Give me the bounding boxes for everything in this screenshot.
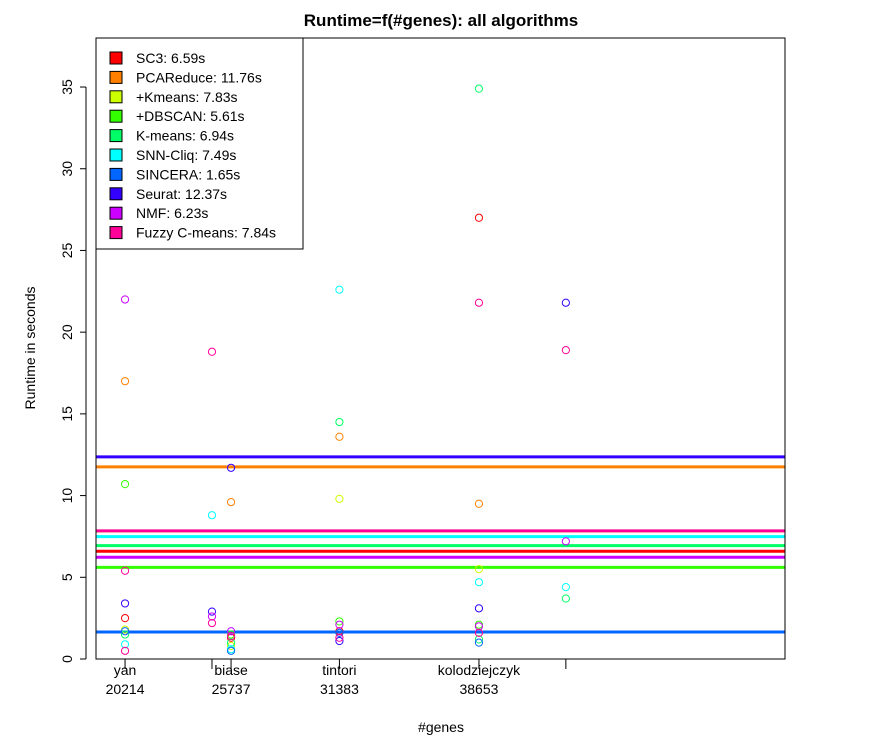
point-9-8 [474, 628, 484, 637]
point-8-4 [474, 622, 484, 631]
legend-label-1: PCAReduce: 11.76s [136, 69, 262, 85]
y-axis-title: Runtime in seconds [22, 287, 38, 410]
legend-label-0: SC3: 6.59s [136, 50, 205, 66]
point-4-0 [120, 630, 130, 639]
point-2-1 [226, 641, 236, 651]
point-9-6 [474, 298, 484, 307]
x-tick-name-0: yan [114, 662, 137, 678]
point-4-4 [561, 594, 570, 603]
point-3-3 [474, 620, 484, 629]
x-tick-genes-3: 38653 [459, 681, 498, 697]
point-4-1 [226, 638, 236, 647]
point-7-3 [335, 636, 344, 646]
x-axis: yan 20214 biase 25737 tintori 31383 kolodziejc… [106, 658, 567, 697]
point-0-3 [474, 213, 484, 222]
point-7-0 [120, 599, 130, 608]
y-tick-label-3: 15 [59, 406, 75, 422]
point-1-2 [335, 432, 344, 441]
point-9-2 [120, 566, 130, 575]
y-tick-label-5: 25 [59, 242, 75, 258]
point-5-3 [335, 285, 344, 294]
point-9-7 [561, 346, 570, 355]
point-1-3 [474, 499, 484, 508]
point-9-5 [335, 633, 344, 642]
legend-swatch-0 [109, 51, 123, 65]
mean-lines [96, 455, 785, 634]
point-3-2 [335, 617, 344, 626]
point-7-5 [561, 298, 570, 307]
point-9-4 [226, 632, 236, 641]
legend-swatch-9 [109, 226, 123, 240]
legend-swatch-5 [109, 148, 123, 162]
x-tick-name-1: biase [214, 662, 248, 678]
point-5-4 [474, 578, 484, 587]
legend-label-7: Seurat: 12.37s [136, 186, 227, 202]
legend-label-6: SINCERA: 1.65s [136, 166, 240, 182]
legend-label-5: SNN-Cliq: 7.49s [136, 147, 236, 163]
legend-label-9: Fuzzy C-means: 7.84s [136, 225, 276, 241]
point-7-4 [474, 604, 484, 613]
point-8-1 [207, 612, 217, 621]
legend-swatch-1 [109, 70, 123, 84]
point-1-0 [120, 377, 130, 386]
point-5-0 [120, 640, 130, 649]
legend-swatch-6 [109, 167, 123, 181]
point-5-5 [561, 582, 570, 592]
point-4-5 [474, 635, 484, 644]
point-8-0 [120, 295, 130, 304]
legend-swatch-3 [109, 109, 123, 123]
point-4-2 [335, 417, 344, 427]
y-tick-label-0: 0 [59, 655, 75, 663]
point-3-0 [120, 480, 130, 489]
point-9-3 [207, 618, 217, 628]
x-tick-name-2: tintori [322, 662, 356, 678]
y-axis: 0 5 10 15 20 25 30 35 [59, 79, 87, 663]
x-tick-genes-0: 20214 [106, 681, 145, 697]
point-6-1 [226, 646, 236, 655]
point-9-0 [120, 646, 130, 655]
legend-label-4: K-means: 6.94s [136, 128, 234, 144]
legend: SC3: 6.59s PCAReduce: 11.76s +Kmeans: 7.83… [95, 37, 304, 250]
point-2-2 [335, 494, 344, 503]
point-6-0 [120, 627, 130, 636]
legend-swatch-8 [109, 206, 123, 220]
point-7-2 [226, 463, 236, 472]
y-tick-label-2: 10 [59, 488, 75, 504]
point-4-3 [474, 84, 484, 93]
point-2-3 [474, 565, 484, 574]
legend-label-3: +DBSCAN: 5.61s [136, 108, 245, 124]
x-tick-name-3: kolodziejczyk [438, 662, 521, 678]
x-axis-title: #genes [418, 719, 464, 735]
legend-swatch-7 [109, 187, 123, 201]
y-tick-label-7: 35 [59, 79, 75, 95]
chart-title: Runtime=f(#genes): all algorithms [304, 11, 578, 30]
point-6-3 [474, 638, 484, 647]
legend-box [95, 37, 304, 250]
y-tick-label-1: 5 [59, 573, 75, 581]
legend-label-8: NMF: 6.23s [136, 205, 208, 221]
point-1-1 [226, 498, 236, 507]
point-8-5 [561, 537, 570, 546]
point-5-1 [207, 511, 217, 520]
point-7-1 [207, 607, 217, 616]
point-9-1 [207, 347, 217, 356]
data-points [120, 84, 570, 655]
point-8-3 [335, 620, 344, 629]
legend-swatch-2 [109, 90, 123, 104]
point-0-0 [120, 614, 130, 623]
x-tick-genes-2: 31383 [320, 681, 359, 697]
legend-swatch-4 [109, 129, 123, 143]
point-8-2 [226, 627, 236, 636]
point-6-2 [335, 628, 344, 637]
y-tick-label-4: 20 [59, 324, 75, 340]
y-tick-label-6: 30 [59, 161, 75, 177]
x-tick-genes-1: 25737 [212, 681, 251, 697]
legend-label-2: +Kmeans: 7.83s [136, 89, 238, 105]
